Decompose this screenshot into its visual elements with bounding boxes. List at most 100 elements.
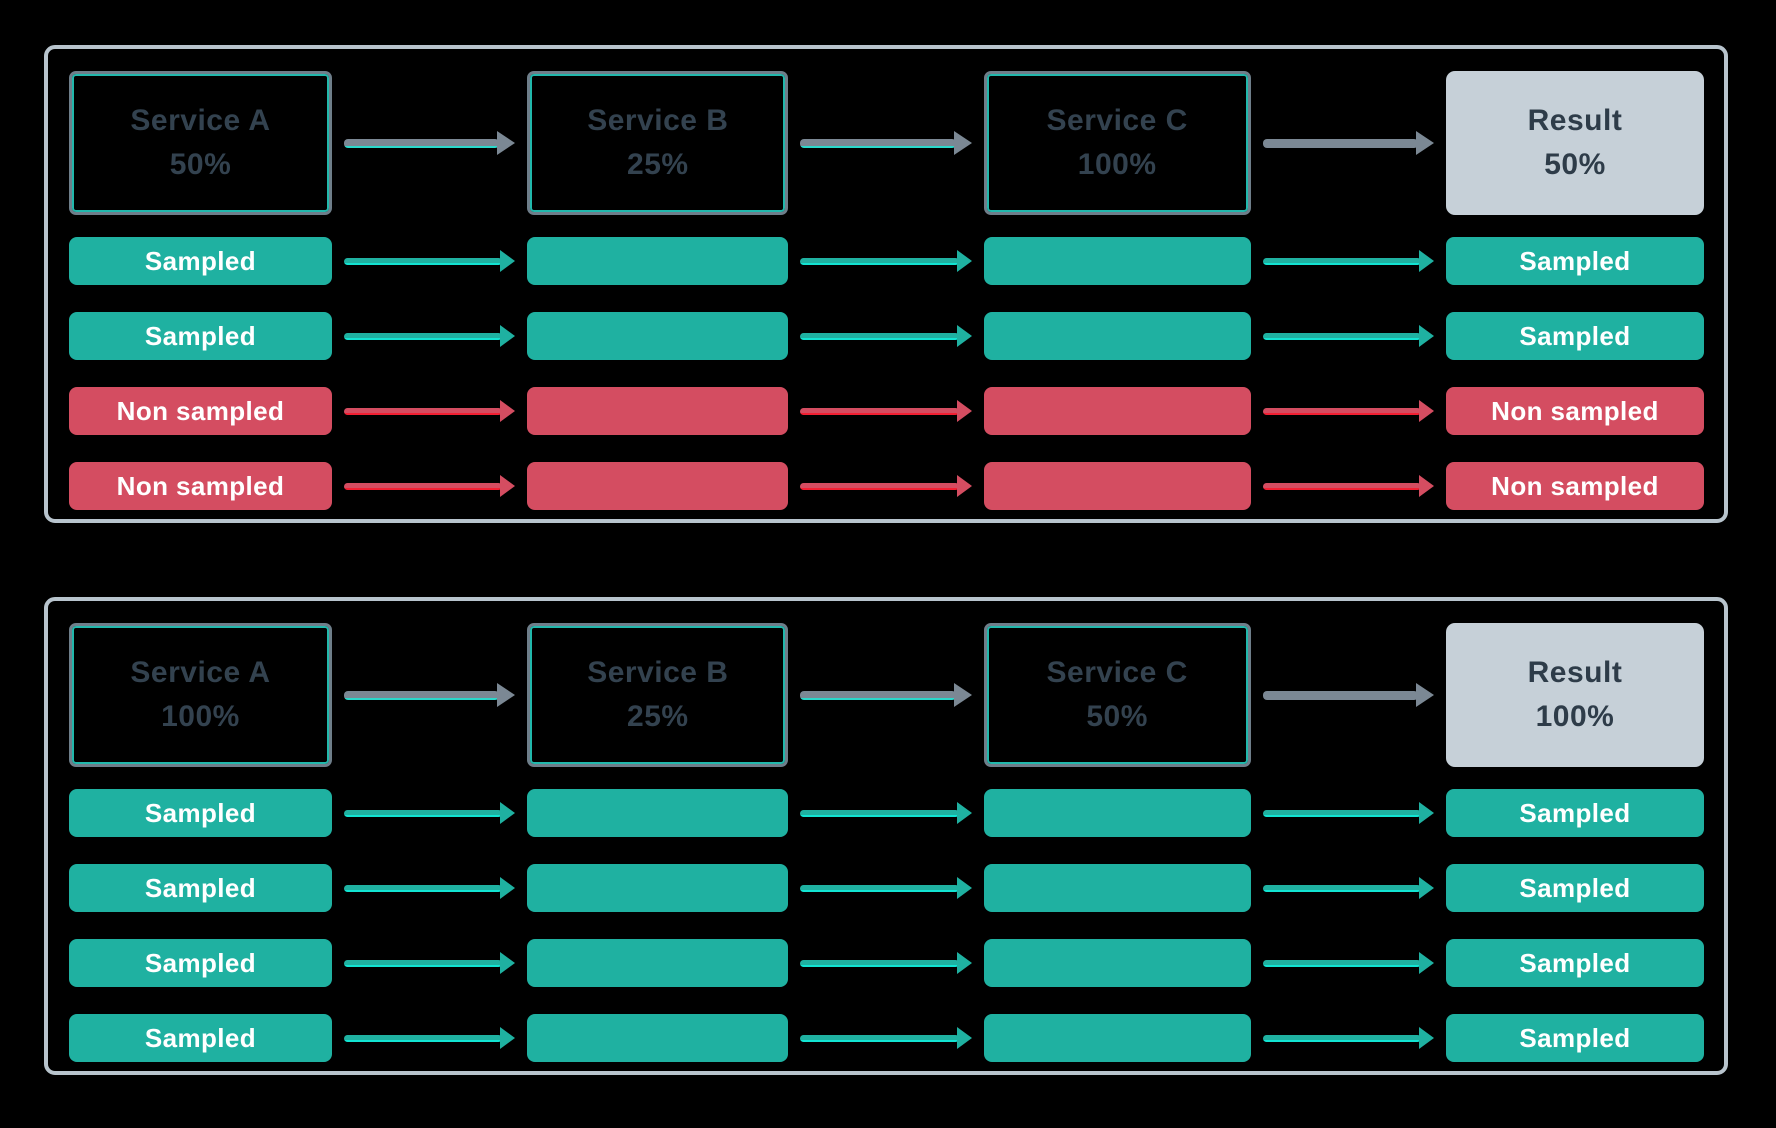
trace-pill: Sampled <box>69 312 332 360</box>
arrow-head-icon <box>956 1027 972 1049</box>
arrow-head-icon <box>956 952 972 974</box>
arrow-shaft <box>344 138 500 148</box>
flow-arrow-icon <box>332 237 527 285</box>
flow-arrow-icon <box>1251 1014 1446 1062</box>
trace-pill: Sampled <box>1445 237 1704 285</box>
arrow-head-icon <box>1418 475 1434 497</box>
flow-arrow-icon <box>332 939 527 987</box>
arrow-head-icon <box>500 1027 516 1049</box>
trace-pill: Sampled <box>69 939 332 987</box>
arrow-head-icon <box>1418 952 1434 974</box>
trace-row: Non sampled Non sampled <box>69 387 1704 435</box>
trace-bar <box>527 789 789 837</box>
arrow-shaft <box>1262 690 1418 700</box>
trace-row: Sampled Sampled <box>69 1014 1704 1062</box>
arrow-shaft <box>800 257 959 265</box>
service-name: Service A <box>130 104 271 137</box>
arrow-shaft <box>344 959 503 967</box>
flow-arrow-icon <box>1251 789 1446 837</box>
arrow-shaft <box>344 690 500 700</box>
result-title: Result <box>1527 104 1623 137</box>
arrow-shaft <box>800 407 959 415</box>
flow-arrow-icon <box>332 789 527 837</box>
arrow-shaft <box>344 1034 503 1042</box>
service-box-c: Service C 100% <box>983 71 1251 215</box>
trace-bar <box>983 1014 1251 1062</box>
arrow-head-icon <box>1418 877 1434 899</box>
trace-bar <box>527 387 789 435</box>
flow-arrow-icon <box>788 71 983 215</box>
arrow-head-icon <box>500 400 516 422</box>
trace-pill: Sampled <box>69 237 332 285</box>
arrow-shaft <box>800 1034 959 1042</box>
trace-bar <box>527 312 789 360</box>
service-rate: 100% <box>161 700 240 733</box>
arrow-shaft <box>1262 482 1421 490</box>
trace-bar <box>983 462 1251 510</box>
arrow-shaft <box>344 884 503 892</box>
flow-arrow-icon <box>1251 864 1446 912</box>
flow-arrow-icon <box>1251 312 1446 360</box>
flow-arrow-icon <box>788 864 983 912</box>
arrow-shaft <box>1262 809 1421 817</box>
trace-pill: Non sampled <box>69 387 332 435</box>
arrow-shaft <box>344 332 503 340</box>
arrow-shaft <box>800 959 959 967</box>
arrow-shaft <box>1262 1034 1421 1042</box>
arrow-head-icon <box>1418 1027 1434 1049</box>
service-name: Service B <box>587 656 729 689</box>
arrow-shaft <box>1262 257 1421 265</box>
service-name: Service C <box>1046 656 1188 689</box>
arrow-shaft <box>800 809 959 817</box>
arrow-shaft <box>800 884 959 892</box>
service-name: Service B <box>587 104 729 137</box>
flow-arrow-icon <box>1251 71 1446 215</box>
trace-bar <box>527 1014 789 1062</box>
arrow-shaft <box>1262 138 1418 148</box>
arrow-shaft <box>344 809 503 817</box>
service-name: Service C <box>1046 104 1188 137</box>
result-box: Result 100% <box>1445 623 1704 767</box>
arrow-shaft <box>800 138 956 148</box>
arrow-head-icon <box>956 325 972 347</box>
flow-arrow-icon <box>332 623 527 767</box>
service-row: Service A 50% Service B 25% Service C 10… <box>69 71 1704 215</box>
result-box: Result 50% <box>1445 71 1704 215</box>
service-box-a: Service A 100% <box>69 623 332 767</box>
arrow-head-icon <box>956 475 972 497</box>
service-rate: 25% <box>627 148 689 181</box>
flow-arrow-icon <box>1251 462 1446 510</box>
service-rate: 50% <box>169 148 232 181</box>
trace-bar <box>983 939 1251 987</box>
service-rate: 100% <box>1077 148 1157 181</box>
trace-bar <box>527 939 789 987</box>
result-rate: 100% <box>1535 700 1615 733</box>
service-box-a: Service A 50% <box>69 71 332 215</box>
arrow-head-icon <box>497 683 516 707</box>
arrow-head-icon <box>1415 131 1434 155</box>
arrow-head-icon <box>956 802 972 824</box>
trace-bar <box>983 237 1251 285</box>
arrow-shaft <box>800 332 959 340</box>
arrow-head-icon <box>500 952 516 974</box>
arrow-shaft <box>800 690 956 700</box>
arrow-shaft <box>1262 959 1421 967</box>
flow-arrow-icon <box>788 312 983 360</box>
arrow-head-icon <box>1418 325 1434 347</box>
trace-pill: Non sampled <box>69 462 332 510</box>
service-rate: 50% <box>1086 700 1148 733</box>
trace-pill: Sampled <box>69 864 332 912</box>
result-title: Result <box>1527 656 1623 689</box>
flow-arrow-icon <box>1251 939 1446 987</box>
flow-arrow-icon <box>332 312 527 360</box>
arrow-shaft <box>800 482 959 490</box>
arrow-head-icon <box>1418 250 1434 272</box>
flow-arrow-icon <box>332 71 527 215</box>
flow-arrow-icon <box>332 387 527 435</box>
trace-row: Non sampled Non sampled <box>69 462 1704 510</box>
service-box-b: Service B 25% <box>527 623 789 767</box>
arrow-shaft <box>344 482 503 490</box>
flow-arrow-icon <box>788 387 983 435</box>
arrow-head-icon <box>500 802 516 824</box>
